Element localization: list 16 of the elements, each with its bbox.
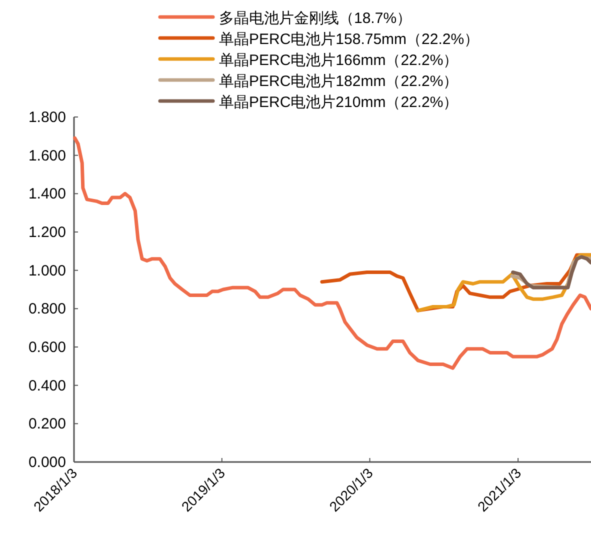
y-tick-label: 1.600	[28, 147, 66, 164]
y-tick-label: 1.800	[28, 109, 66, 126]
y-tick-label: 1.400	[28, 186, 66, 203]
y-tick-label: 0.200	[28, 416, 66, 433]
legend-label: 单晶PERC电池片182mm（22.2%）	[219, 73, 458, 90]
legend-label: 单晶PERC电池片158.75mm（22.2%）	[219, 31, 480, 48]
y-tick-label: 1.000	[28, 262, 66, 280]
y-tick-label: 1.200	[28, 224, 66, 241]
legend-label: 单晶PERC电池片210mm（22.2%）	[219, 94, 458, 111]
y-tick-label: 0.000	[28, 454, 66, 471]
y-tick-label: 0.800	[28, 300, 66, 318]
y-tick-label: 0.400	[28, 377, 66, 394]
legend-label: 多晶电池片金刚线（18.7%）	[219, 10, 412, 27]
legend-label: 单晶PERC电池片166mm（22.2%）	[219, 52, 458, 69]
y-tick-label: 0.600	[28, 339, 66, 356]
line-series	[73, 136, 591, 370]
